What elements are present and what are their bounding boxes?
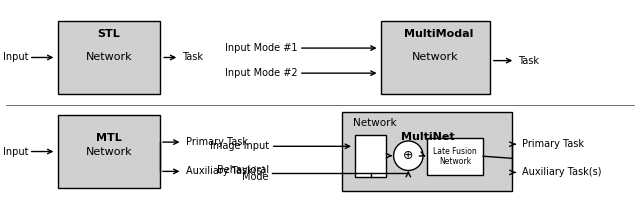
Bar: [58, 21, 160, 94]
Bar: [355, 135, 386, 177]
Text: Primary Task: Primary Task: [522, 139, 584, 149]
Text: Network: Network: [86, 147, 132, 157]
Text: Input: Input: [3, 52, 29, 62]
Text: Input Mode #1: Input Mode #1: [225, 43, 298, 53]
Text: Network: Network: [86, 52, 132, 62]
Text: Auxiliary Task(s): Auxiliary Task(s): [522, 167, 601, 177]
Text: Mode: Mode: [243, 172, 269, 182]
Ellipse shape: [394, 141, 423, 170]
Text: MultiModal: MultiModal: [404, 29, 473, 39]
Text: Auxiliary Task(s): Auxiliary Task(s): [186, 166, 265, 176]
Bar: [58, 115, 160, 188]
Text: Late Fusion
Network: Late Fusion Network: [433, 147, 477, 166]
Text: Primary Task: Primary Task: [186, 137, 248, 147]
Bar: [427, 138, 483, 175]
Text: Task: Task: [182, 52, 204, 62]
Text: MultiNet: MultiNet: [401, 132, 454, 142]
Text: MTL: MTL: [96, 133, 122, 143]
Bar: [381, 21, 490, 94]
Text: Network: Network: [412, 52, 458, 62]
Text: Behavioral: Behavioral: [217, 165, 269, 175]
Text: Image Input: Image Input: [210, 141, 269, 151]
Text: Network: Network: [353, 118, 396, 128]
Text: STL: STL: [97, 29, 120, 39]
Text: Input: Input: [3, 147, 29, 157]
Bar: [342, 112, 512, 191]
Text: Input Mode #2: Input Mode #2: [225, 68, 298, 78]
Text: ⊕: ⊕: [403, 149, 413, 162]
Text: Task: Task: [518, 56, 540, 66]
